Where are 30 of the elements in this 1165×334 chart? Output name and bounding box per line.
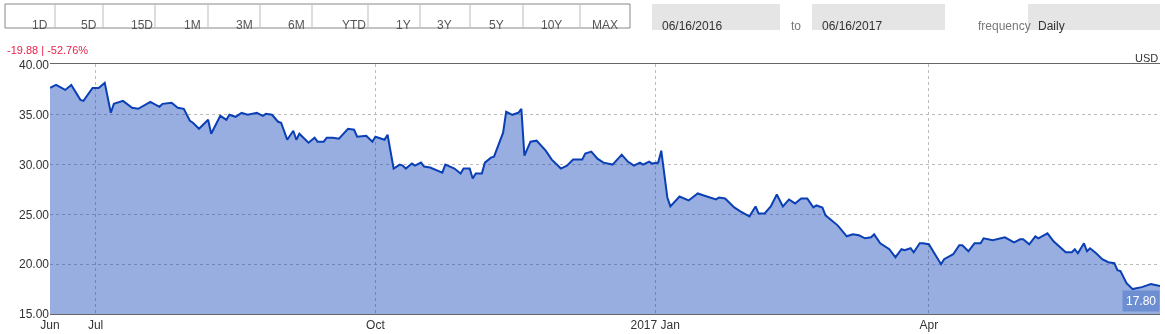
- x-tick-label: Apr: [919, 318, 939, 333]
- text: to: [791, 19, 802, 33]
- text: 6M: [288, 18, 305, 32]
- y-tick-label: 35.00: [18, 108, 50, 122]
- text: 1D: [32, 18, 48, 32]
- x-tick-label: Oct: [366, 318, 386, 333]
- x-tick-label: Jul: [87, 318, 104, 333]
- y-tick-label: 30.00: [18, 157, 50, 172]
- text: 10Y: [541, 18, 563, 32]
- chart-title: -19.88 | -52.76%: [7, 44, 89, 56]
- text: 15D: [131, 18, 154, 32]
- annotation: 17.80: [1126, 294, 1157, 308]
- text: 3Y: [437, 18, 452, 32]
- y-tick-label: 40.00: [18, 58, 50, 73]
- text: MAX: [592, 18, 619, 32]
- text: 1Y: [396, 18, 411, 32]
- text: 1M: [184, 18, 201, 32]
- text: frequency: [978, 19, 1031, 33]
- text: 06/16/2016: [662, 19, 723, 33]
- y-tick-label: 20.00: [18, 257, 50, 272]
- text: 06/16/2017: [822, 19, 883, 33]
- x-tick-label: 2017 Jan: [630, 318, 680, 333]
- text: Daily: [1038, 19, 1065, 33]
- text: YTD: [342, 18, 367, 32]
- text: 3M: [236, 18, 253, 32]
- x-tick-label: Jun: [40, 318, 60, 333]
- y-tick-label: 25.00: [18, 207, 50, 222]
- annotation: USD: [1135, 52, 1159, 64]
- text: 5D: [81, 18, 97, 32]
- text: 5Y: [489, 18, 504, 32]
